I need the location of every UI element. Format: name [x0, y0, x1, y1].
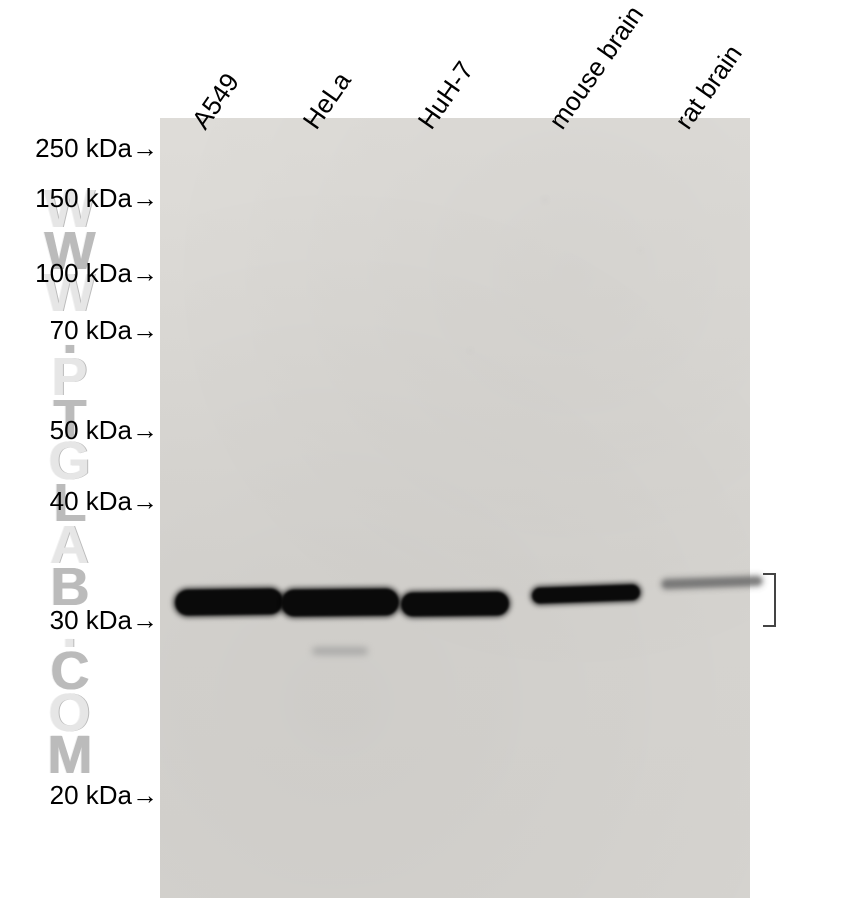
blot-membrane: [160, 118, 750, 898]
arrow-right-icon: →: [132, 133, 158, 164]
mw-marker-label: 150 kDa→: [35, 183, 158, 214]
arrow-right-icon: →: [132, 780, 158, 811]
watermark-char: O: [44, 692, 98, 734]
protein-band: [312, 647, 368, 655]
blot-speck: [469, 349, 472, 352]
mw-marker-label: 70 kDa→: [50, 315, 158, 346]
arrow-right-icon: →: [132, 183, 158, 214]
protein-band: [281, 588, 399, 616]
mw-marker-label: 40 kDa→: [50, 486, 158, 517]
arrow-right-icon: →: [132, 258, 158, 289]
mw-marker-text: 150 kDa: [35, 183, 132, 213]
lane-label: mouse brain: [543, 0, 650, 135]
mw-marker-label: 250 kDa→: [35, 133, 158, 164]
blot-speck: [543, 198, 547, 202]
mw-marker-text: 100 kDa: [35, 258, 132, 288]
watermark-char: M: [44, 734, 98, 776]
watermark-char: C: [44, 650, 98, 692]
watermark-char: G: [44, 440, 98, 482]
mw-marker-label: 30 kDa→: [50, 605, 158, 636]
mw-marker-label: 50 kDa→: [50, 415, 158, 446]
watermark-char: P: [44, 356, 98, 398]
mw-marker-text: 30 kDa: [50, 605, 132, 635]
bracket-icon: [763, 572, 779, 628]
arrow-right-icon: →: [132, 315, 158, 346]
protein-band: [175, 588, 283, 616]
blot-speck: [639, 249, 642, 252]
mw-marker-text: 70 kDa: [50, 315, 132, 345]
arrow-right-icon: →: [132, 605, 158, 636]
mw-marker-text: 50 kDa: [50, 415, 132, 445]
mw-marker-text: 20 kDa: [50, 780, 132, 810]
mw-marker-label: 20 kDa→: [50, 780, 158, 811]
mw-marker-text: 40 kDa: [50, 486, 132, 516]
protein-band: [401, 591, 509, 616]
mw-marker-label: 100 kDa→: [35, 258, 158, 289]
watermark-char: B: [44, 566, 98, 608]
mw-marker-text: 250 kDa: [35, 133, 132, 163]
band-range-bracket: [763, 572, 779, 628]
arrow-right-icon: →: [132, 486, 158, 517]
arrow-right-icon: →: [132, 415, 158, 446]
western-blot-figure: WWW.PTGLAB.COM A549HeLaHuH-7mouse brainr…: [0, 0, 850, 903]
watermark-char: A: [44, 524, 98, 566]
